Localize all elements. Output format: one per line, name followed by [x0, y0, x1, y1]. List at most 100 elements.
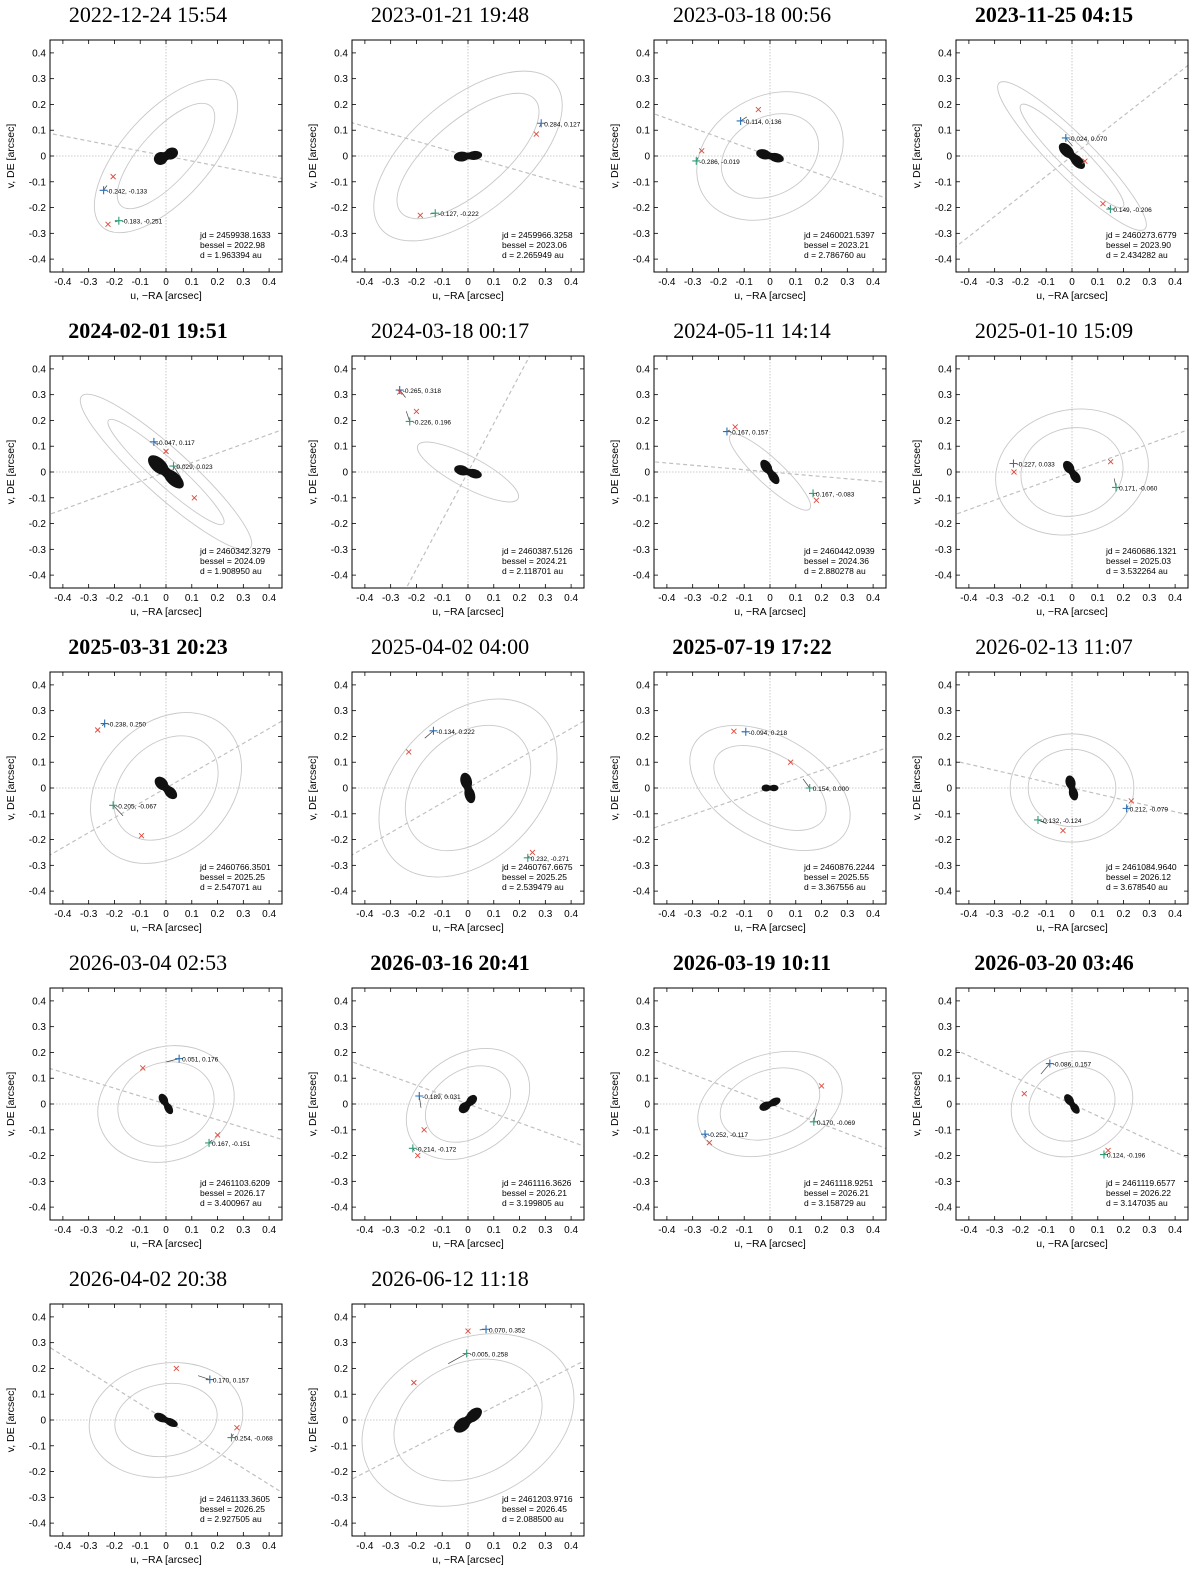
x-tick-label: -0.4: [658, 593, 676, 604]
chart-panel: -0.167, 0.157 0.167, -0.083 -0.4 -0.3 -0.2 -0…: [604, 316, 900, 632]
asteroid-shape: [453, 150, 483, 162]
point-label: 0.167, -0.083: [816, 491, 855, 498]
asteroid-shape: [153, 147, 179, 165]
y-tick-label: 0.4: [32, 48, 46, 59]
predicted-position-marker: [1107, 458, 1114, 465]
x-tick-label: 0.4: [564, 1541, 578, 1552]
y-tick-label: 0.3: [636, 74, 650, 85]
motion-arrow: [1065, 137, 1073, 147]
x-tick-label: -0.4: [356, 593, 374, 604]
y-tick-label: 0.1: [636, 1074, 650, 1085]
y-tick-label: -0.4: [331, 255, 349, 266]
y-tick-label: 0.2: [334, 1364, 348, 1375]
asteroid-shape: [756, 149, 784, 163]
info-line: jd = 2461119.6577: [1105, 1178, 1176, 1188]
chart-svg: 0.212, -0.079-0.132, -0.124-0.4 -0.3 -0.2-…: [911, 671, 1189, 934]
y-tick-label: -0.3: [29, 545, 47, 556]
observed-position-marker: [736, 116, 745, 125]
predicted-position-marker: [731, 728, 737, 735]
y-tick-label: 0.3: [938, 390, 952, 401]
info-line: bessel = 2024.09: [200, 556, 265, 566]
info-line: bessel = 2025.25: [502, 872, 567, 882]
orbit-ellipse: [696, 91, 844, 221]
y-tick-label: -0.2: [29, 519, 47, 530]
chart-svg: 0.284, 0.127 -0.127, -0.222 -0.4 -0.3 -0.2 -0…: [307, 39, 585, 302]
x-tick-label: 0: [465, 277, 471, 288]
info-line: jd = 2460273.6779: [1105, 230, 1177, 240]
x-tick-label: 0: [465, 1541, 471, 1552]
predicted-position-marker: [163, 448, 169, 455]
x-tick-label: -0.4: [960, 277, 978, 288]
point-label: 0.212, -0.079: [1130, 806, 1169, 813]
y-tick-label: 0.3: [938, 706, 952, 717]
x-tick-label: -0.2: [1012, 277, 1030, 288]
x-tick-label: 0.2: [211, 1541, 225, 1552]
y-tick-label: -0.1: [935, 809, 953, 820]
x-tick-label: 0: [767, 277, 773, 288]
x-axis-label: u, −RA [arcsec]: [1036, 1238, 1108, 1250]
observed-position-marker: [169, 462, 178, 471]
y-tick-label: 0: [946, 1100, 952, 1111]
asteroid-neck: [1063, 147, 1081, 165]
y-tick-label: -0.1: [935, 493, 953, 504]
y-tick-label: 0.2: [334, 416, 348, 427]
y-tick-label: 0.1: [636, 758, 650, 769]
plot-area: -0.189, 0.031 -0.214, -0.172: [352, 988, 584, 1220]
y-tick-label: 0.1: [334, 1390, 348, 1401]
chart-panel: -0.086, 0.157 0.124, -0.196 -0.4 -0.3 -0.2 -0…: [906, 948, 1200, 1264]
y-tick-label: -0.2: [29, 203, 47, 214]
y-tick-label: -0.4: [935, 887, 953, 898]
x-tick-label: -0.2: [710, 1225, 728, 1236]
chart-title: 2025-03-31 20:23: [68, 634, 228, 659]
orbit-ellipse: [393, 1358, 543, 1482]
x-tick-label: -0.4: [54, 909, 72, 920]
predicted-position-marker: [94, 727, 101, 733]
x-tick-label: -0.4: [54, 1225, 72, 1236]
y-tick-label: 0.1: [636, 442, 650, 453]
info-line: d = 3.532264 au: [1106, 566, 1168, 576]
point-label: 0.254, -0.068: [234, 1436, 273, 1443]
x-tick-label: 0.4: [1168, 1225, 1182, 1236]
orbit-ellipse: [117, 1061, 215, 1147]
asteroid-shape: [760, 459, 780, 485]
point-label: 0.051, 0.176: [182, 1057, 219, 1064]
info-line: bessel = 2026.21: [804, 1188, 869, 1198]
y-tick-label: 0.4: [32, 1312, 46, 1323]
orbit-ellipse: [90, 712, 242, 864]
y-tick-label: 0.1: [32, 1390, 46, 1401]
observed-position-marker: [408, 1144, 417, 1153]
orbit-ellipse: [114, 1382, 218, 1458]
asteroid-neck: [766, 785, 774, 791]
point-label: -0.132, -0.124: [1041, 818, 1082, 825]
info-line: d = 1.963394 au: [200, 250, 262, 260]
asteroid-shape: [453, 1407, 482, 1433]
chart-panel: -0.238, 0.250 -0.205, -0.067 -0.4 -0.3 -0.2-…: [0, 632, 296, 948]
asteroid-shape: [1065, 775, 1079, 801]
y-tick-label: -0.3: [633, 229, 651, 240]
y-tick-label: -0.4: [29, 571, 47, 582]
y-tick-label: 0: [40, 784, 46, 795]
point-label: 0.232, -0.271: [531, 856, 570, 863]
y-tick-label: 0.4: [938, 996, 952, 1007]
x-tick-label: -0.1: [736, 1225, 754, 1236]
y-tick-label: -0.1: [331, 1441, 349, 1452]
y-tick-label: 0.1: [32, 442, 46, 453]
orbit-ellipse: [713, 745, 827, 831]
x-tick-label: -0.4: [658, 277, 676, 288]
y-tick-label: 0.4: [334, 996, 348, 1007]
info-line: jd = 2461116.3626: [501, 1178, 572, 1188]
x-tick-label: -0.3: [382, 1541, 400, 1552]
y-tick-label: 0: [644, 1100, 650, 1111]
x-tick-label: 0: [1069, 277, 1075, 288]
x-tick-label: 0: [163, 277, 169, 288]
x-tick-label: 0: [465, 909, 471, 920]
orbit-ellipse: [97, 1045, 235, 1163]
predicted-position-marker: [755, 106, 762, 113]
x-tick-label: 0.3: [1142, 593, 1156, 604]
x-tick-label: 0: [163, 909, 169, 920]
orbit-ellipse: [1019, 103, 1125, 209]
